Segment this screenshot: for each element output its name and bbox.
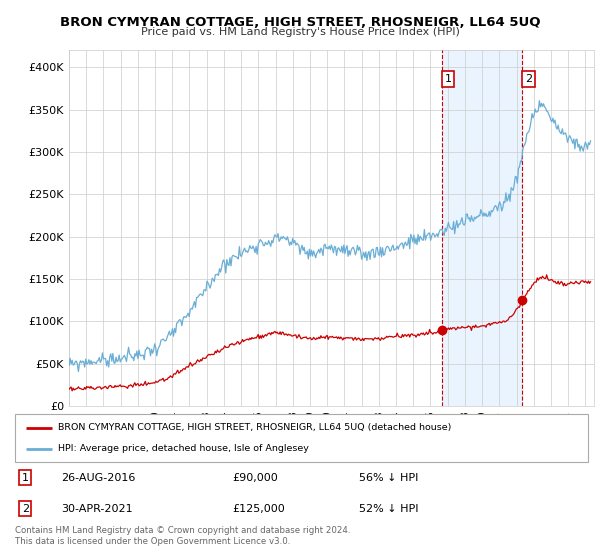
Text: 1: 1 (445, 74, 452, 84)
Text: £125,000: £125,000 (233, 504, 286, 514)
Text: BRON CYMYRAN COTTAGE, HIGH STREET, RHOSNEIGR, LL64 5UQ (detached house): BRON CYMYRAN COTTAGE, HIGH STREET, RHOSN… (58, 423, 451, 432)
Text: 2: 2 (22, 504, 29, 514)
Text: HPI: Average price, detached house, Isle of Anglesey: HPI: Average price, detached house, Isle… (58, 444, 309, 453)
Text: 26-AUG-2016: 26-AUG-2016 (61, 473, 135, 483)
Text: Contains HM Land Registry data © Crown copyright and database right 2024.
This d: Contains HM Land Registry data © Crown c… (15, 526, 350, 546)
Bar (442, 50, 522, 406)
Text: BRON CYMYRAN COTTAGE, HIGH STREET, RHOSNEIGR, LL64 5UQ: BRON CYMYRAN COTTAGE, HIGH STREET, RHOSN… (60, 16, 540, 29)
Text: 30-APR-2021: 30-APR-2021 (61, 504, 133, 514)
FancyBboxPatch shape (15, 414, 588, 462)
Text: Price paid vs. HM Land Registry's House Price Index (HPI): Price paid vs. HM Land Registry's House … (140, 27, 460, 38)
Text: 2: 2 (525, 74, 532, 84)
Text: 56% ↓ HPI: 56% ↓ HPI (359, 473, 418, 483)
Text: 1: 1 (22, 473, 29, 483)
Text: £90,000: £90,000 (233, 473, 278, 483)
Text: 52% ↓ HPI: 52% ↓ HPI (359, 504, 418, 514)
